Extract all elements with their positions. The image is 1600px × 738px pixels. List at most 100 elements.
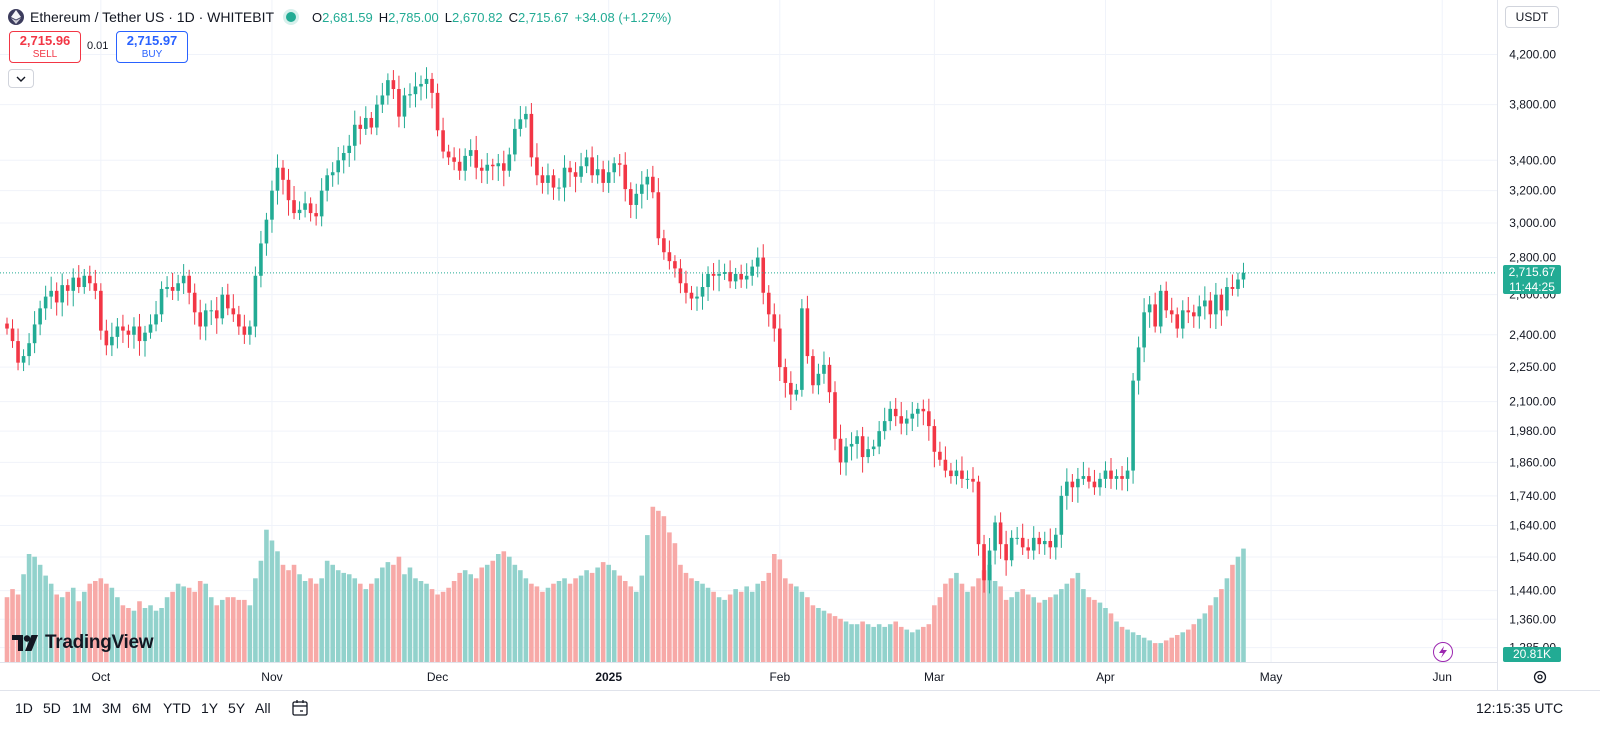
volume-bar	[976, 578, 981, 662]
volume-bar	[440, 591, 446, 662]
range-all-button[interactable]: All	[255, 700, 271, 716]
volume-bar	[738, 591, 744, 662]
time-axis: Oct Nov Dec 2025 Feb Mar Apr May Jun	[92, 670, 1452, 684]
candle-body	[93, 283, 98, 291]
volume-bar	[1036, 602, 1042, 662]
candle-body	[833, 392, 837, 439]
candle-body	[673, 261, 677, 269]
volume-bar	[932, 605, 937, 662]
candle-body	[651, 176, 655, 193]
candle-body	[369, 117, 374, 128]
volume-bar	[705, 587, 711, 662]
volume-bar	[1020, 589, 1025, 662]
volume-bar	[473, 578, 479, 662]
volume-bar	[733, 589, 738, 662]
volume-bar	[219, 599, 225, 662]
sell-label: SELL	[32, 49, 58, 60]
volume-bar	[258, 560, 264, 662]
volume-bar	[87, 583, 93, 662]
range-ytd-button[interactable]: YTD	[163, 700, 191, 716]
price-tick-label: 1,980.00	[1509, 424, 1556, 438]
buy-price: 2,715.97	[126, 33, 178, 48]
buy-button[interactable]: 2,715.97 BUY	[116, 31, 188, 63]
range-1d-button[interactable]: 1D	[15, 700, 33, 716]
volume-bar	[656, 510, 661, 662]
candle-body	[1114, 476, 1119, 479]
volume-bar	[98, 578, 104, 662]
collapse-legend-button[interactable]	[8, 69, 34, 88]
volume-bar	[661, 516, 667, 662]
candle-body	[645, 176, 650, 185]
range-5d-button[interactable]: 5D	[43, 700, 61, 716]
symbol-title[interactable]: Ethereum / Tether US · 1D · WHITEBIT	[30, 9, 275, 25]
ohlc-high-value: 2,785.00	[388, 9, 439, 25]
lightning-icon[interactable]	[1433, 642, 1453, 662]
range-6m-button[interactable]: 6M	[132, 700, 152, 716]
volume-bar	[115, 597, 120, 662]
volume-bar	[65, 591, 71, 662]
volume-bar	[567, 583, 573, 662]
candle-body	[1026, 547, 1030, 551]
candle-body	[325, 175, 329, 191]
candle-body	[1076, 478, 1080, 488]
volume-bar	[827, 613, 832, 662]
candle-body	[148, 324, 153, 333]
calendar-goto-icon[interactable]	[292, 698, 310, 718]
candle-body	[998, 522, 1003, 545]
volume-bar	[628, 586, 634, 662]
candle-body	[496, 163, 501, 167]
range-1y-button[interactable]: 1Y	[201, 700, 219, 716]
volume-bar	[937, 597, 943, 662]
volume-bar	[197, 581, 203, 662]
candle-body	[1087, 476, 1091, 482]
ohlc-low-key: L	[444, 9, 452, 25]
candle-body	[115, 326, 120, 337]
sell-button[interactable]: 2,715.96 SELL	[9, 31, 81, 63]
volume-bar	[573, 578, 578, 662]
candle-body	[1065, 481, 1069, 496]
candle-body	[634, 193, 639, 205]
candle-body	[270, 190, 274, 220]
candle-body	[1241, 272, 1246, 280]
volume-bar	[921, 626, 926, 662]
candle-body	[474, 150, 478, 168]
volume-bar	[1174, 635, 1180, 662]
candle-body	[1186, 310, 1191, 313]
candle-body	[1020, 537, 1025, 548]
candle-body	[1070, 481, 1075, 488]
volume-bar	[330, 564, 335, 662]
ohlc-open-value: 2,681.59	[322, 9, 373, 25]
candle-body	[5, 323, 9, 329]
volume-bar	[667, 532, 672, 662]
volume-bar	[766, 572, 772, 662]
candle-body	[899, 416, 904, 424]
candle-body	[529, 113, 534, 158]
tradingview-logo[interactable]: TradingView	[12, 632, 154, 654]
candle-body	[877, 431, 881, 447]
candle-body	[137, 326, 142, 342]
candle-body	[816, 373, 821, 386]
volume-bar	[275, 551, 280, 662]
range-3m-button[interactable]: 3M	[102, 700, 122, 716]
range-1m-button[interactable]: 1M	[72, 700, 92, 716]
volume-bar	[821, 610, 827, 662]
time-tick-label: Jun	[1433, 670, 1452, 684]
candle-body	[893, 408, 898, 417]
volume-bar	[749, 591, 755, 662]
volume-bar	[363, 589, 369, 662]
symbol-legend: Ethereum / Tether US · 1D · WHITEBIT O 2…	[8, 7, 671, 27]
currency-selector[interactable]: USDT	[1505, 6, 1559, 28]
candle-body	[159, 288, 164, 315]
candle-body	[579, 166, 583, 177]
candle-body	[88, 275, 92, 284]
volume-bar	[849, 624, 854, 662]
volume-bar	[186, 587, 192, 662]
range-5y-button[interactable]: 5Y	[228, 700, 246, 716]
time-tick-label: Mar	[924, 670, 945, 684]
candle-body	[281, 167, 285, 180]
volume-bar	[418, 581, 424, 662]
utc-clock[interactable]: 12:15:35 UTC	[1476, 700, 1564, 716]
volume-bar	[589, 572, 595, 662]
gear-icon[interactable]	[1532, 669, 1548, 685]
